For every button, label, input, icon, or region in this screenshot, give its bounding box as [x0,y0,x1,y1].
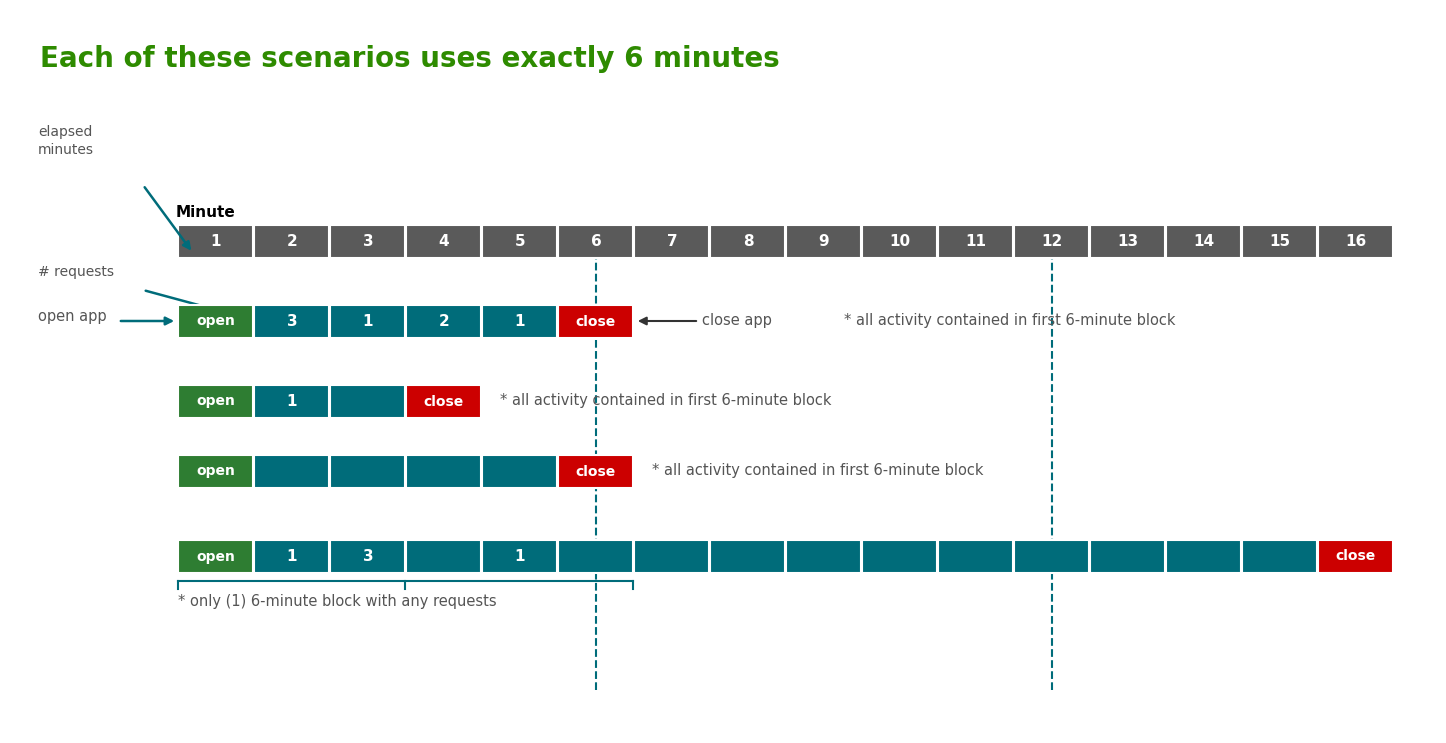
Bar [1090,540,1165,573]
Text: 5: 5 [515,234,525,249]
Bar [558,455,633,488]
Bar [406,455,482,488]
Bar [938,540,1014,573]
Text: * all activity contained in first 6-minute block: * all activity contained in first 6-minu… [500,394,831,409]
Text: open: open [197,314,236,328]
Bar [1317,225,1392,258]
Bar [862,540,937,573]
Text: 8: 8 [743,234,753,249]
Bar [787,225,860,258]
Bar [1242,540,1317,573]
Bar [178,305,253,338]
Text: 3: 3 [363,549,373,564]
Text: 3: 3 [363,234,373,249]
Bar [330,305,405,338]
Bar [1090,225,1165,258]
Bar [178,540,253,573]
Text: 11: 11 [966,234,986,249]
Bar [178,385,253,418]
Bar [406,305,482,338]
Bar [710,225,785,258]
Text: 1: 1 [286,549,298,564]
Text: close: close [576,314,616,328]
Bar [558,305,633,338]
Bar [482,305,557,338]
Text: 15: 15 [1270,234,1291,249]
Bar [406,385,482,418]
Bar [330,385,405,418]
Text: 6: 6 [590,234,602,249]
Text: * all activity contained in first 6-minute block: * all activity contained in first 6-minu… [844,314,1176,328]
Text: 13: 13 [1118,234,1138,249]
Text: 2: 2 [438,314,450,329]
Text: 16: 16 [1345,234,1366,249]
Bar [1165,225,1241,258]
Bar [482,540,557,573]
Text: Minute: Minute [176,205,236,220]
Bar [1165,540,1241,573]
Bar [787,540,860,573]
Bar [406,540,482,573]
Text: elapsed
minutes: elapsed minutes [38,125,94,158]
Bar [1242,225,1317,258]
Text: open: open [197,395,236,409]
Bar [633,540,709,573]
Text: 9: 9 [818,234,830,249]
Text: 7: 7 [667,234,677,249]
Text: close: close [576,464,616,478]
Bar [254,305,330,338]
Bar [254,540,330,573]
Text: * only (1) 6-minute block with any requests: * only (1) 6-minute block with any reque… [178,594,496,609]
Bar [330,540,405,573]
Bar [254,385,330,418]
Text: 1: 1 [363,314,373,329]
Text: close: close [424,395,464,409]
Bar [482,225,557,258]
Bar [1317,540,1392,573]
Bar [178,455,253,488]
Text: 1: 1 [211,234,221,249]
Bar [330,225,405,258]
Text: Each of these scenarios uses exactly 6 minutes: Each of these scenarios uses exactly 6 m… [40,45,779,73]
Bar [178,225,253,258]
Text: close app: close app [701,314,772,328]
Text: close: close [1336,550,1377,563]
Bar [558,225,633,258]
Text: 14: 14 [1193,234,1215,249]
Text: 3: 3 [286,314,298,329]
Bar [1014,540,1089,573]
Bar [1014,225,1089,258]
Text: 1: 1 [515,549,525,564]
Bar [482,455,557,488]
Text: 10: 10 [889,234,911,249]
Bar [330,455,405,488]
Bar [710,540,785,573]
Text: 1: 1 [286,394,298,409]
Text: # requests: # requests [38,265,114,279]
Bar [254,455,330,488]
Bar [406,225,482,258]
Text: 2: 2 [286,234,298,249]
Text: 4: 4 [438,234,450,249]
Bar [862,225,937,258]
Text: open: open [197,464,236,478]
Text: open app: open app [38,308,107,323]
Text: 1: 1 [515,314,525,329]
Text: 12: 12 [1041,234,1063,249]
Bar [254,225,330,258]
Bar [558,540,633,573]
Text: * all activity contained in first 6-minute block: * all activity contained in first 6-minu… [652,464,983,478]
Text: open: open [197,550,236,563]
Bar [938,225,1014,258]
Bar [633,225,709,258]
